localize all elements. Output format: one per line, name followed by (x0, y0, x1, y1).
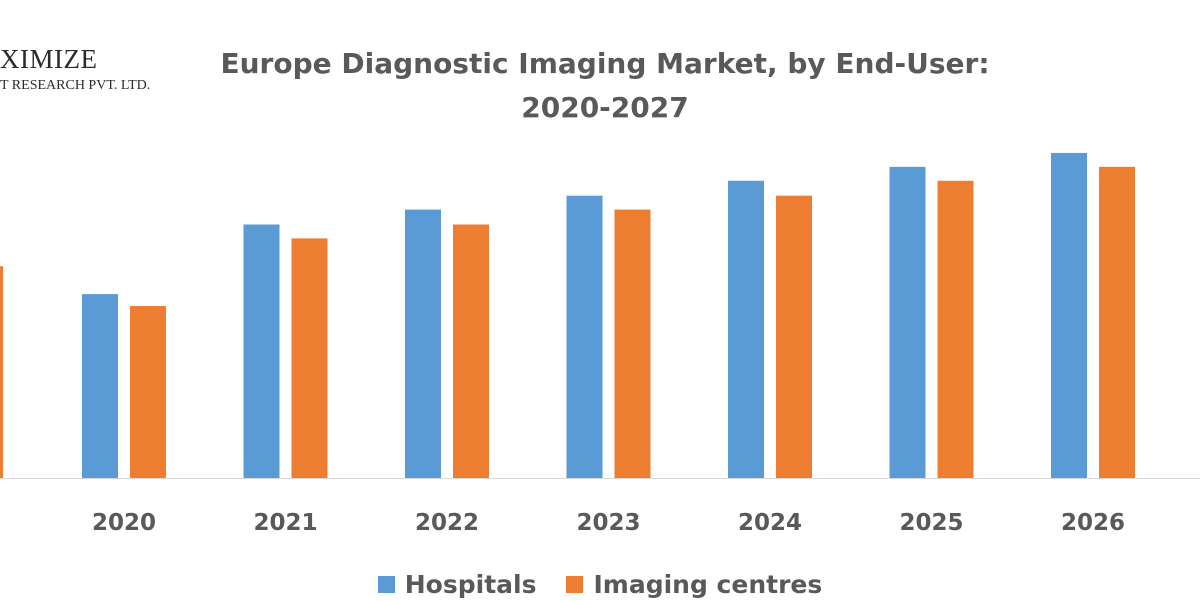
chart-legend: Hospitals Imaging centres (0, 566, 1200, 602)
bar-imaging-centres-2020 (130, 306, 166, 478)
bar-imaging-centres-2024 (776, 195, 812, 478)
legend-swatch-hospitals (377, 575, 395, 593)
chart-subtitle: 2020-2027 (521, 91, 689, 124)
bar-hospitals-2023 (566, 195, 603, 478)
logo-subtext: T RESEARCH PVT. LTD. (0, 78, 151, 93)
bar-hospitals-2020 (82, 294, 118, 478)
chart-title: Europe Diagnostic Imaging Market, by End… (220, 47, 990, 80)
bar-hospitals-2025 (889, 166, 926, 478)
bar-hospitals-2026 (1051, 152, 1087, 478)
company-logo: XIMIZE T RESEARCH PVT. LTD. (0, 44, 190, 104)
x-tick-label-2025: 2025 (899, 510, 963, 536)
bar-imaging-centres-partial (0, 266, 3, 478)
bar-imaging-centres-2023 (614, 209, 651, 478)
x-tick-label-2021: 2021 (253, 510, 317, 536)
bar-imaging-centres-2026 (1099, 166, 1135, 478)
x-tick-label-2020: 2020 (92, 510, 156, 536)
x-tick-label-2022: 2022 (415, 510, 479, 536)
legend-item-hospitals: Hospitals (377, 569, 537, 599)
x-tick-label-2024: 2024 (738, 510, 802, 536)
x-tick-label-2023: 2023 (576, 510, 640, 536)
legend-item-imaging-centres: Imaging centres (566, 570, 822, 599)
chart-title-block: Europe Diagnostic Imaging Market, by End… (200, 42, 1010, 130)
bar-imaging-centres-2025 (937, 180, 974, 478)
bar-hospitals-2021 (243, 224, 280, 478)
x-tick-label-2026: 2026 (1061, 510, 1125, 536)
legend-label-hospitals: Hospitals (404, 569, 537, 599)
legend-label-imaging-centres: Imaging centres (593, 569, 823, 599)
bar-imaging-centres-2022 (453, 224, 489, 478)
legend-swatch-imaging-centres (566, 575, 584, 593)
bar-imaging-centres-2021 (291, 238, 328, 478)
bar-hospitals-2022 (405, 209, 441, 478)
logo-text: XIMIZE (0, 44, 98, 74)
bar-hospitals-2024 (728, 180, 764, 478)
